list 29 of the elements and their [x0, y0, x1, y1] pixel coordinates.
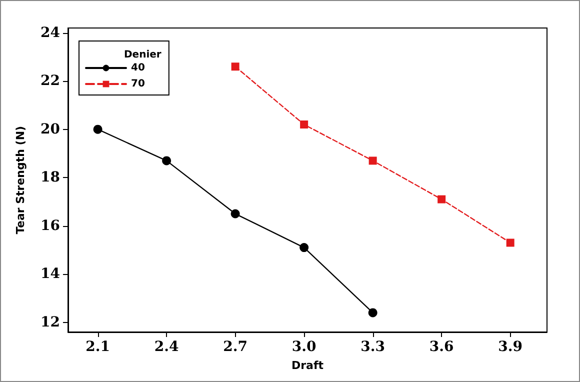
point	[230, 209, 240, 218]
y-tick-label: 18	[40, 170, 60, 186]
x-tick-label: 2.7	[223, 339, 248, 355]
x-tick-label: 3.9	[498, 339, 523, 355]
x-tick-label: 3.3	[360, 339, 385, 355]
point	[368, 156, 377, 165]
x-tick-label: 2.4	[154, 339, 179, 355]
point	[93, 124, 102, 134]
point	[162, 156, 172, 166]
y-tick-label: 16	[40, 218, 60, 234]
y-tick-label: 22	[40, 73, 60, 90]
x-tick-label: 2.1	[86, 339, 110, 355]
y-axis-title: Tear Strength (N)	[14, 126, 27, 234]
point	[300, 120, 308, 129]
legend-title: Denier	[124, 50, 162, 60]
x-tick-label: 3.0	[292, 339, 316, 355]
point	[368, 308, 378, 318]
x-axis-title: Draft	[291, 359, 324, 372]
y-tick-label: 24	[40, 24, 60, 41]
point	[300, 243, 309, 252]
legend-label: 40	[131, 62, 145, 74]
legend-label: 70	[131, 78, 145, 90]
x-tick-label: 3.6	[429, 339, 454, 355]
y-tick-label: 14	[40, 266, 60, 282]
y-tick-label: 20	[40, 121, 60, 138]
point	[506, 238, 514, 247]
point	[231, 62, 240, 71]
y-tick-label: 12	[40, 314, 60, 330]
point	[438, 195, 446, 204]
